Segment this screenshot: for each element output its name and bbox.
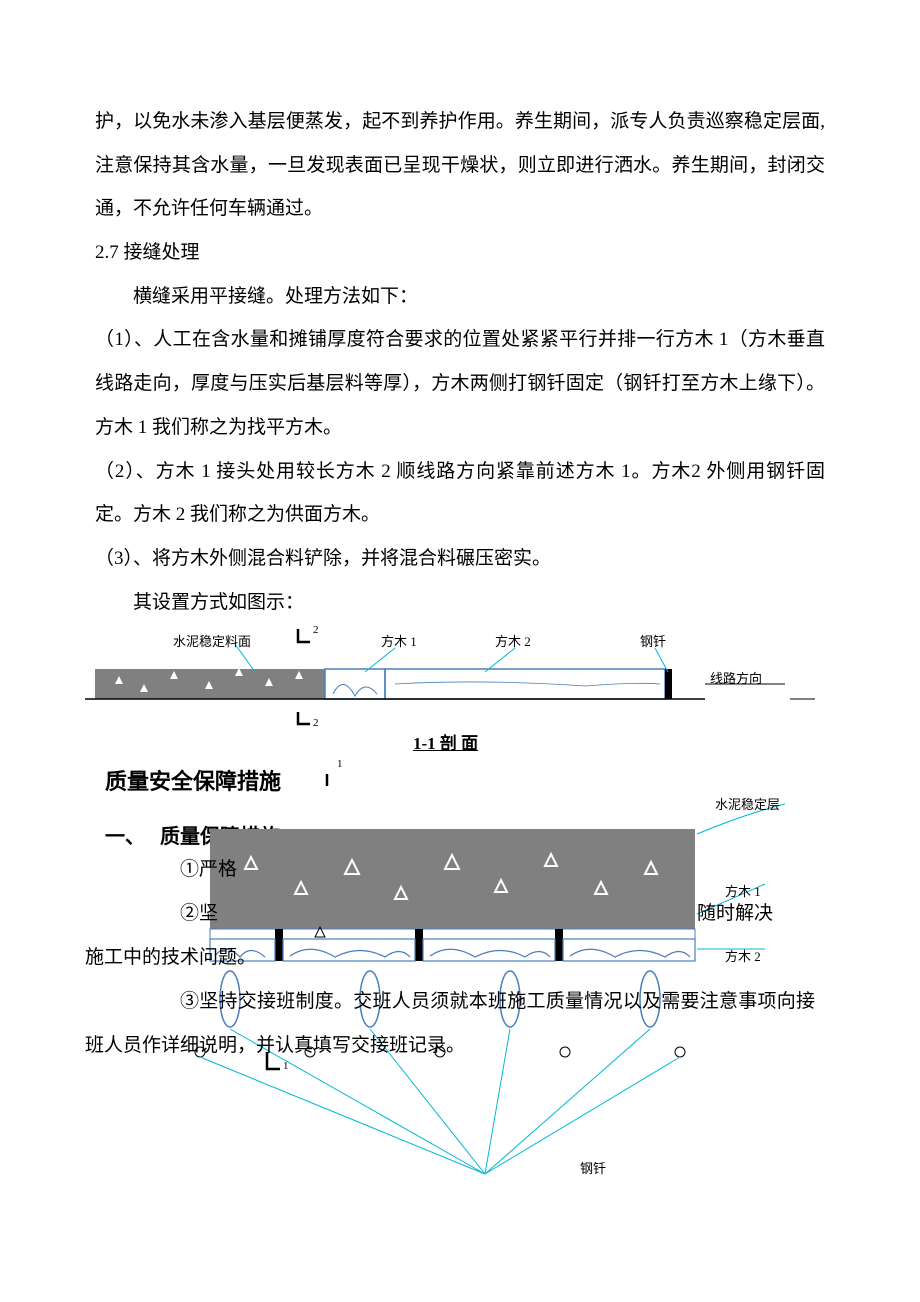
d2-label-nail: 钢钎 bbox=[580, 1154, 606, 1184]
item1-a: ①严格 bbox=[180, 848, 237, 892]
item2-b: 随时解决 bbox=[697, 892, 773, 936]
item3: ③坚持交接班制度。交班人员须就本班施工质量情况以及需要注意事项向接班人员作详细说… bbox=[85, 980, 815, 1067]
paragraph-3: （1）、人工在含水量和摊铺厚度符合要求的位置处紧紧平行并排一行方木 1（方木垂直… bbox=[95, 318, 825, 449]
d2-label-wood2: 方木 2 bbox=[725, 942, 761, 972]
d1-label-wood1: 方木 1 bbox=[381, 627, 417, 657]
paragraph-2: 横缝采用平接缝。处理方法如下： bbox=[95, 275, 825, 319]
d1-sec-bot: 2 bbox=[313, 711, 319, 736]
d1-sec-top: 2 bbox=[313, 618, 319, 643]
paragraph-6: 其设置方式如图示： bbox=[95, 581, 825, 625]
d1-label-wood2: 方木 2 bbox=[495, 627, 531, 657]
paragraph-1: 护，以免水未渗入基层便蒸发，起不到养护作用。养生期间，派专人负责巡察稳定层面,注… bbox=[95, 100, 825, 231]
diagram-area: 水泥稳定料面 方木 1 方木 2 钢钎 线路方向 2 2 1-1 剖 面 质量安… bbox=[85, 624, 815, 1244]
item2-a: ②坚 bbox=[180, 892, 218, 936]
document-page: 护，以免水未渗入基层便蒸发，起不到养护作用。养生期间，派专人负责巡察稳定层面,注… bbox=[0, 0, 920, 1284]
item2-c: 施工中的技术问题。 bbox=[85, 936, 256, 980]
d1-label-dir: 线路方向 bbox=[710, 664, 762, 694]
d1-label-cement: 水泥稳定料面 bbox=[173, 627, 251, 657]
d2-label-cement: 水泥稳定层 bbox=[715, 790, 780, 820]
section-2-7: 2.7 接缝处理 bbox=[95, 231, 825, 275]
d1-label-nail: 钢钎 bbox=[640, 627, 666, 657]
paragraph-4: （2）、方木 1 接头处用较长方木 2 顺线路方向紧靠前述方木 1。方木2 外侧… bbox=[95, 450, 825, 537]
paragraph-5: （3）、将方木外侧混合料铲除，并将混合料碾压密实。 bbox=[95, 537, 825, 581]
d1-caption: 1-1 剖 面 bbox=[413, 724, 478, 763]
